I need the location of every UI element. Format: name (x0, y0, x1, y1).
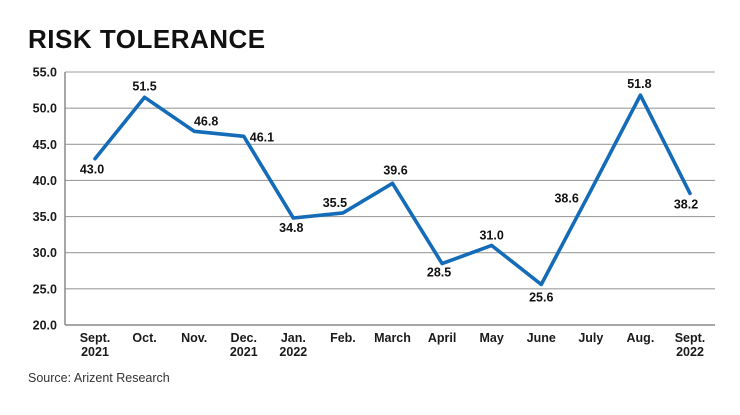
svg-text:28.5: 28.5 (427, 266, 451, 280)
svg-text:May: May (480, 331, 504, 345)
source-note: Source: Arizent Research (28, 371, 170, 385)
svg-text:25.6: 25.6 (529, 291, 553, 305)
svg-text:Sept.2022: Sept. 2022 (675, 331, 706, 359)
svg-text:35.5: 35.5 (323, 196, 347, 210)
svg-text:Feb.: Feb. (330, 331, 356, 345)
svg-text:20.0: 20.0 (33, 319, 57, 333)
chart-title: RISK TOLERANCE (28, 24, 266, 54)
svg-text:March: March (374, 331, 411, 345)
svg-text:Dec.2021: Dec. 2021 (230, 331, 258, 359)
svg-text:Sept.2021: Sept. 2021 (80, 331, 111, 359)
svg-text:Aug.: Aug. (627, 331, 655, 345)
svg-text:Jan.2022: Jan. 2022 (279, 331, 307, 359)
svg-text:April: April (428, 331, 456, 345)
svg-text:39.6: 39.6 (383, 163, 407, 177)
svg-text:50.0: 50.0 (33, 102, 57, 116)
svg-text:Oct.: Oct. (132, 331, 156, 345)
svg-text:38.6: 38.6 (554, 192, 578, 206)
svg-text:30.0: 30.0 (33, 246, 57, 260)
svg-text:25.0: 25.0 (33, 282, 57, 296)
svg-text:31.0: 31.0 (479, 228, 503, 242)
svg-text:July: July (578, 331, 603, 345)
svg-text:45.0: 45.0 (33, 138, 57, 152)
svg-text:46.8: 46.8 (194, 114, 218, 128)
svg-text:51.8: 51.8 (627, 77, 651, 91)
svg-text:34.8: 34.8 (279, 221, 303, 235)
svg-text:Nov.: Nov. (181, 331, 207, 345)
svg-text:38.2: 38.2 (674, 197, 698, 211)
svg-text:June: June (527, 331, 556, 345)
svg-text:35.0: 35.0 (33, 210, 57, 224)
svg-text:40.0: 40.0 (33, 174, 57, 188)
svg-text:55.0: 55.0 (33, 66, 57, 80)
svg-text:46.1: 46.1 (250, 130, 274, 144)
svg-text:51.5: 51.5 (132, 79, 156, 93)
svg-text:43.0: 43.0 (80, 163, 104, 177)
